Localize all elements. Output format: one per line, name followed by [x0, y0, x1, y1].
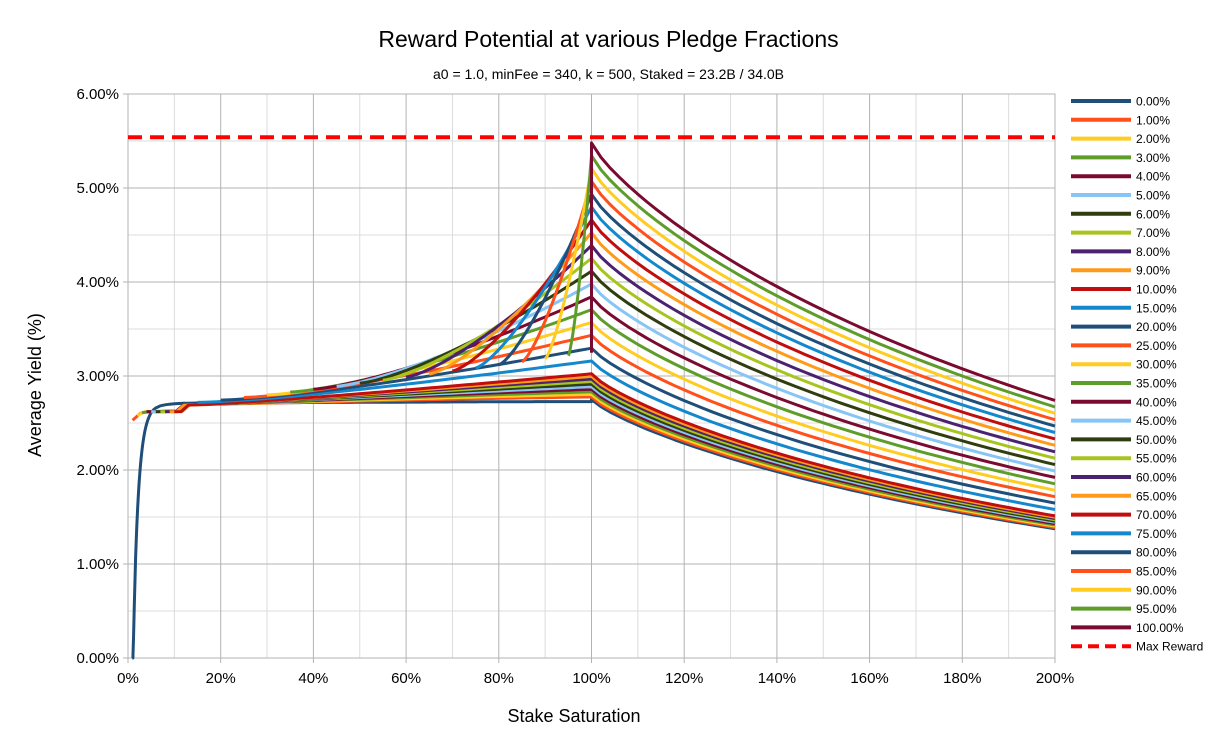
legend-label: Max Reward [1136, 640, 1203, 654]
x-axis-label: Stake Saturation [507, 706, 640, 726]
series-line [220, 346, 1056, 505]
legend-label: 85.00% [1136, 565, 1177, 579]
x-tick-label: 120% [665, 670, 703, 687]
series-line [197, 359, 1056, 511]
legend-label: 10.00% [1136, 283, 1177, 297]
legend-label: 15.00% [1136, 301, 1177, 315]
legend-label: 2.00% [1136, 132, 1170, 146]
x-tick-label: 20% [206, 670, 236, 687]
x-tick-label: 60% [391, 670, 421, 687]
legend-label: 20.00% [1136, 320, 1177, 334]
x-tick-label: 80% [484, 670, 514, 687]
legend-label: 0.00% [1136, 95, 1170, 109]
legend-label: 3.00% [1136, 151, 1170, 165]
legend: 0.00% 1.00% 2.00% 3.00% 4.00% 5.00% 6.00% 7.00%… [1071, 95, 1203, 654]
legend-label: 40.00% [1136, 395, 1177, 409]
axes-layer: 0% 20% 40% 60% 80% 100% 120% 140% 160% 180% 200% 0.… [76, 86, 1074, 687]
series-line [566, 154, 1056, 409]
y-tick-label: 6.00% [76, 86, 119, 103]
x-tick-label: 100% [572, 670, 610, 687]
series-line [336, 282, 1056, 473]
y-tick-label: 5.00% [76, 180, 119, 197]
legend-label: 80.00% [1136, 546, 1177, 560]
y-tick-label: 2.00% [76, 462, 119, 479]
legend-label: 6.00% [1136, 207, 1170, 221]
series-line [590, 141, 1056, 402]
x-tick-label: 180% [943, 670, 981, 687]
chart-subtitle: a0 = 1.0, minFee = 340, k = 500, Staked … [432, 66, 785, 82]
legend-label: 55.00% [1136, 452, 1177, 466]
x-tick-label: 200% [1036, 670, 1074, 687]
x-tick-label: 140% [758, 670, 796, 687]
legend-label: 50.00% [1136, 433, 1177, 447]
series-layer [128, 135, 1056, 660]
series-line [359, 269, 1056, 467]
y-tick-label: 0.00% [76, 650, 119, 667]
legend-label: 1.00% [1136, 113, 1170, 127]
legend-label: 4.00% [1136, 170, 1170, 184]
legend-label: 7.00% [1136, 226, 1170, 240]
legend-label: 60.00% [1136, 471, 1177, 485]
legend-label: 5.00% [1136, 189, 1170, 203]
x-tick-label: 40% [298, 670, 328, 687]
x-tick-label: 160% [850, 670, 888, 687]
legend-label: 25.00% [1136, 339, 1177, 353]
legend-label: 75.00% [1136, 527, 1177, 541]
series-line [405, 244, 1056, 454]
legend-label: 100.00% [1136, 621, 1184, 635]
legend-label: 9.00% [1136, 264, 1170, 278]
legend-label: 95.00% [1136, 602, 1177, 616]
legend-label: 45.00% [1136, 414, 1177, 428]
chart-title: Reward Potential at various Pledge Fract… [378, 26, 839, 52]
series-line [428, 231, 1056, 447]
y-tick-label: 4.00% [76, 274, 119, 291]
legend-label: 90.00% [1136, 583, 1177, 597]
legend-label: 35.00% [1136, 377, 1177, 391]
series-line [382, 256, 1056, 460]
x-tick-label: 0% [117, 670, 139, 687]
y-tick-label: 3.00% [76, 368, 119, 385]
legend-label: 8.00% [1136, 245, 1170, 259]
legend-label: 70.00% [1136, 508, 1177, 522]
legend-label: 30.00% [1136, 358, 1177, 372]
y-axis-label: Average Yield (%) [25, 313, 45, 457]
y-tick-label: 1.00% [76, 556, 119, 573]
legend-label: 65.00% [1136, 489, 1177, 503]
series-line [174, 372, 1056, 518]
